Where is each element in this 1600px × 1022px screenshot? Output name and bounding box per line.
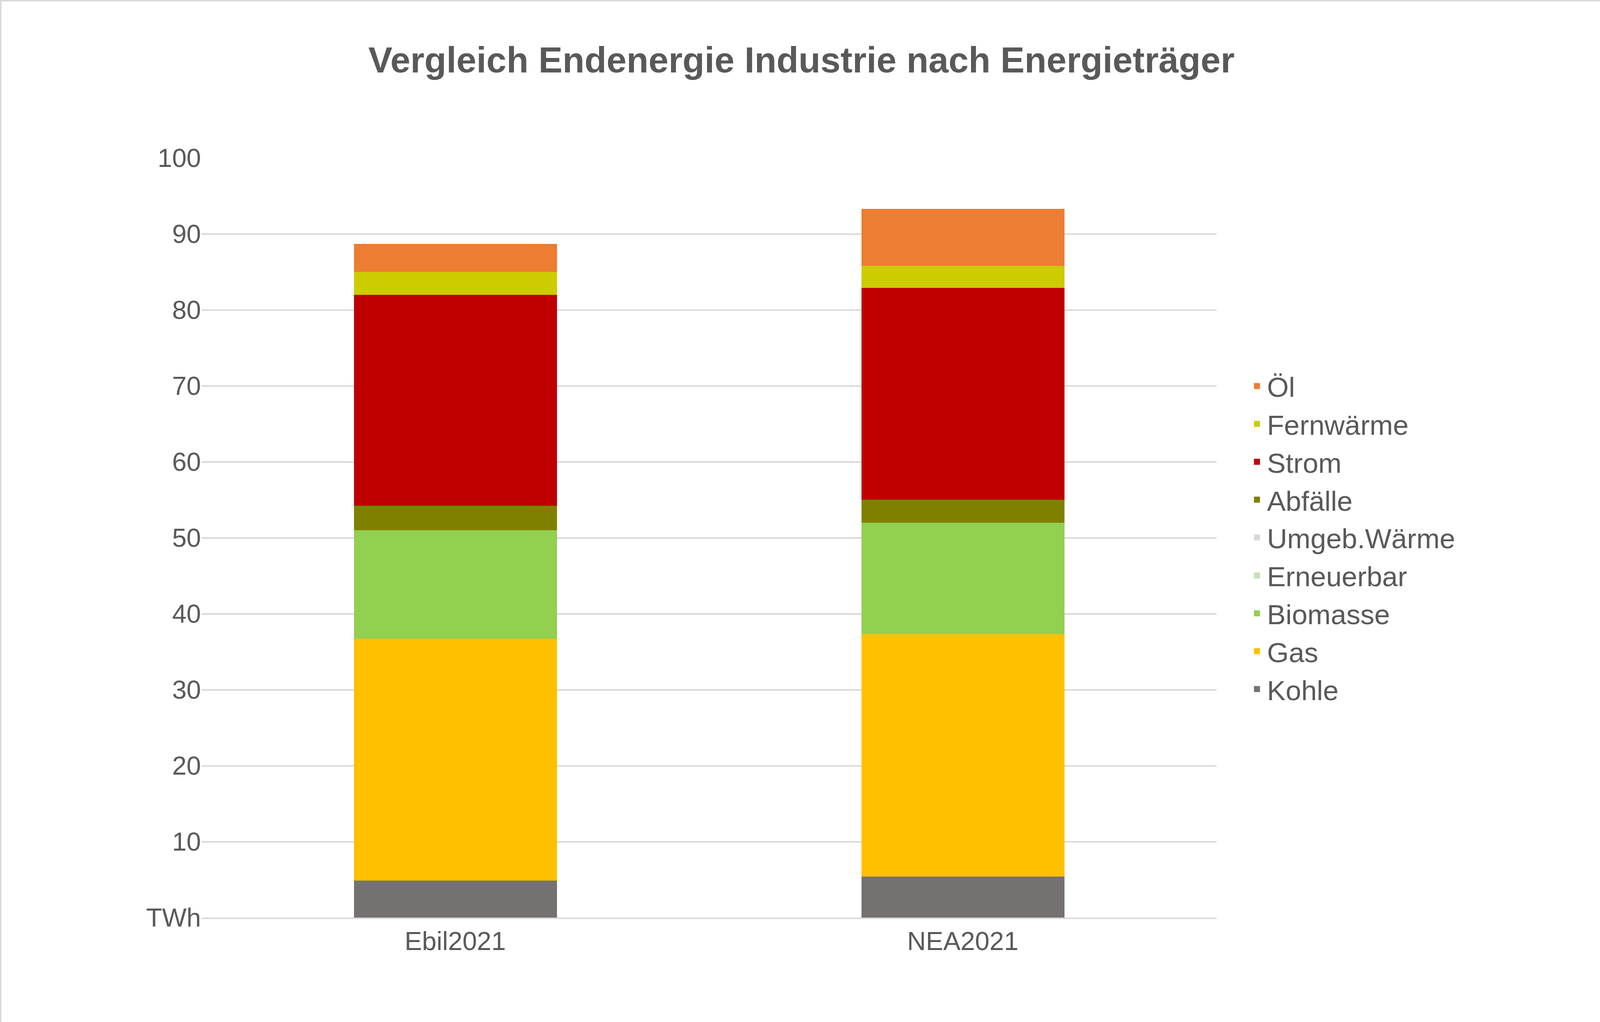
svg-text:20: 20 [172,751,201,781]
svg-text:80: 80 [172,295,201,325]
svg-text:Umgeb.Wärme: Umgeb.Wärme [1267,523,1456,555]
svg-text:Gas: Gas [1267,637,1319,669]
svg-text:Abfälle: Abfälle [1267,485,1353,517]
svg-text:100: 100 [157,143,201,173]
svg-text:60: 60 [172,447,201,477]
svg-text:90: 90 [172,219,201,249]
svg-text:Vergleich Endenergie Industrie: Vergleich Endenergie Industrie nach Ener… [368,40,1235,80]
svg-text:NEA2021: NEA2021 [907,927,1019,956]
svg-text:Fernwärme: Fernwärme [1267,409,1409,441]
svg-text:Erneuerbar: Erneuerbar [1267,561,1407,593]
svg-text:30: 30 [172,675,201,705]
svg-text:40: 40 [172,599,201,629]
svg-text:Biomasse: Biomasse [1267,599,1390,631]
svg-text:50: 50 [172,523,201,553]
svg-text:Öl: Öl [1267,371,1295,403]
svg-text:Kohle: Kohle [1267,675,1339,707]
svg-text:Ebil2021: Ebil2021 [404,927,506,956]
svg-text:Strom: Strom [1267,447,1342,479]
svg-text:10: 10 [172,827,201,857]
svg-text:TWh: TWh [146,903,201,933]
svg-text:70: 70 [172,371,201,401]
